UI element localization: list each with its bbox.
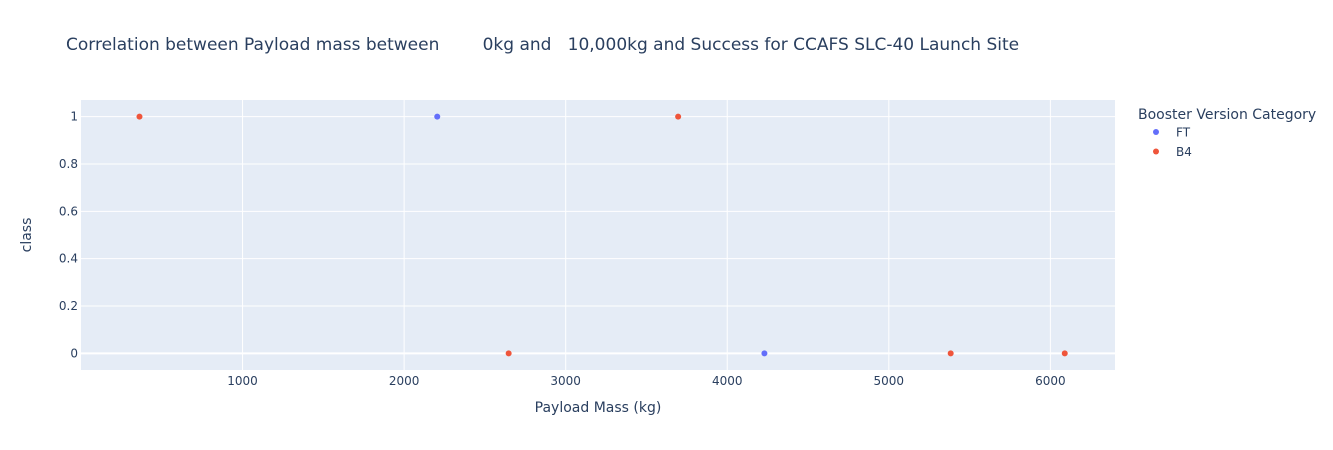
x-tick-label: 3000 [550, 374, 581, 388]
data-point-b4[interactable] [947, 350, 954, 357]
x-axis-label: Payload Mass (kg) [535, 400, 662, 416]
y-tick-label: 0.6 [59, 204, 78, 218]
y-tick-label: 0.2 [59, 299, 78, 313]
grid-lines [81, 100, 1115, 370]
legend-title: Booster Version Category [1138, 107, 1316, 123]
legend-label-ft[interactable]: FT [1176, 126, 1191, 140]
data-point-ft[interactable] [761, 350, 768, 357]
x-tick-label: 6000 [1035, 374, 1066, 388]
plot-area [81, 100, 1115, 370]
x-tick-label: 2000 [389, 374, 420, 388]
y-tick-label: 0 [70, 346, 78, 360]
y-tick-label: 0.4 [59, 252, 78, 266]
y-tick-label: 0.8 [59, 157, 78, 171]
data-point-b4[interactable] [505, 350, 512, 357]
legend[interactable]: Booster Version Category FT B4 [1138, 107, 1316, 159]
y-axis-label: class [19, 218, 35, 253]
data-points[interactable] [136, 113, 1068, 357]
data-point-ft[interactable] [434, 113, 441, 120]
x-tick-labels: 1000 2000 3000 4000 5000 6000 [227, 374, 1065, 388]
y-tick-label: 1 [70, 110, 78, 124]
data-point-b4[interactable] [1061, 350, 1068, 357]
legend-marker-ft[interactable] [1153, 129, 1159, 135]
legend-marker-b4[interactable] [1153, 148, 1159, 155]
y-tick-labels: 0 0.2 0.4 0.6 0.8 1 [59, 110, 78, 361]
x-tick-label: 5000 [874, 374, 905, 388]
chart-title: Correlation between Payload mass between… [66, 35, 1019, 55]
x-tick-label: 1000 [227, 374, 258, 388]
legend-label-b4[interactable]: B4 [1176, 145, 1192, 159]
data-point-b4[interactable] [136, 113, 143, 120]
x-tick-label: 4000 [712, 374, 743, 388]
data-point-b4[interactable] [675, 113, 682, 120]
legend-items[interactable]: FT B4 [1153, 126, 1192, 160]
